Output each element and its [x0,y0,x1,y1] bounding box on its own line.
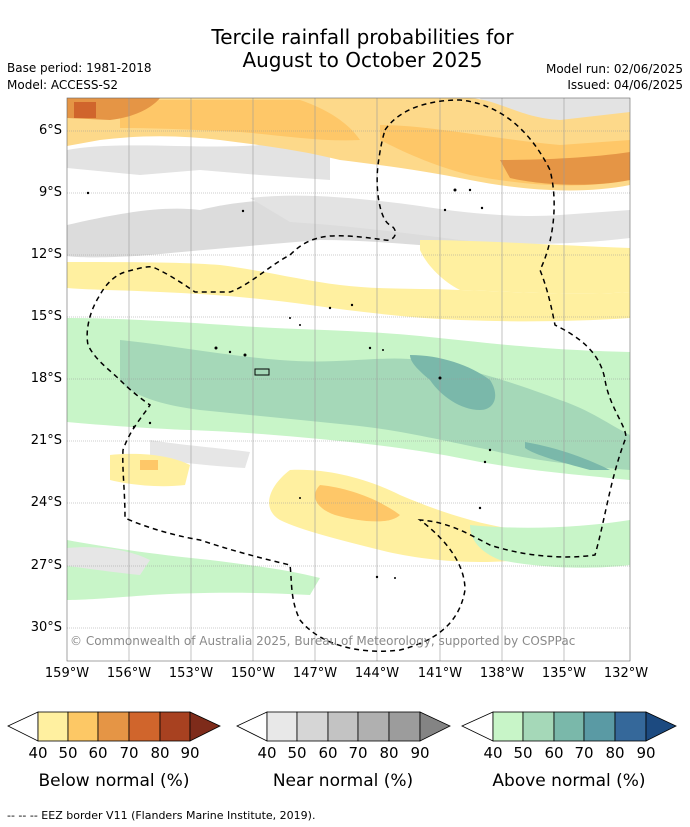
near-tick: 60 [318,744,338,762]
above-swatch [553,711,585,742]
above-tick: 50 [513,744,533,762]
lat-label: 15°S [30,309,62,324]
above-tick: 90 [636,744,656,762]
lat-label: 24°S [30,495,62,510]
near-swatch [388,711,421,742]
below-swatch [67,711,99,742]
lon-label: 135°W [541,666,587,681]
below-normal-region [140,460,158,470]
below-swatch [37,711,69,742]
probability-map [66,97,631,662]
near-swatch [357,711,390,742]
lat-label: 9°S [38,185,62,200]
copyright-notice: © Commonwealth of Australia 2025, Bureau… [70,634,576,648]
lon-label: 156°W [106,666,152,681]
below-tick: 80 [150,744,170,762]
colorbar-strip [7,711,677,742]
lon-label: 150°W [230,666,276,681]
below-tick: 40 [28,744,48,762]
above-swatch [614,711,647,742]
model-text: Model: ACCESS-S2 [7,78,119,92]
near-tick: 50 [287,744,307,762]
above-tick: 40 [483,744,503,762]
colorbar-above [461,711,677,742]
above-swatch [522,711,555,742]
below-swatch [128,711,161,742]
near-tick: 40 [257,744,277,762]
below-normal-region [120,100,360,141]
island-markers [86,188,492,579]
colorbar-near [236,711,451,742]
lat-label: 30°S [30,620,62,635]
lat-label: 6°S [38,123,62,138]
above-normal-region [525,442,610,470]
near-tick: 80 [379,744,399,762]
above-normal-region [120,340,630,470]
above-tick: 80 [605,744,625,762]
map-title-line1: Tercile rainfall probabilities for [211,25,514,49]
above-swatch [645,711,677,742]
below-normal-label: Below normal (%) [38,771,190,791]
near-normal-label: Near normal (%) [272,771,414,791]
lon-label: 153°W [168,666,214,681]
lon-label: 138°W [479,666,525,681]
lon-label: 132°W [603,666,649,681]
lon-label: 141°W [417,666,463,681]
below-swatch [189,711,221,742]
above-normal-label: Above normal (%) [492,771,646,791]
below-tick: 50 [58,744,78,762]
below-swatch [159,711,191,742]
map-frame [66,97,631,662]
eez-border [86,99,627,652]
below-normal-region [74,102,96,118]
below-swatch [97,711,130,742]
lon-label: 147°W [292,666,338,681]
island-outline [254,368,270,376]
below-tick: 70 [119,744,139,762]
base-period-text: Base period: 1981-2018 [7,61,152,75]
below-tick: 90 [180,744,200,762]
above-swatch [492,711,524,742]
model-run-text: Model run: 02/06/2025 [545,62,683,76]
below-normal-region [67,262,630,322]
eez-border-note: -- -- -- EEZ border V11 (Flanders Marine… [7,809,316,822]
above-normal-region [410,355,496,410]
below-normal-region [110,453,190,487]
above-tick: 60 [544,744,564,762]
near-swatch [327,711,359,742]
lat-label: 27°S [30,558,62,573]
above-normal-region [470,520,630,568]
above-swatch [583,711,616,742]
lat-label: 12°S [30,247,62,262]
near-swatch [419,711,451,742]
above-tick: 70 [574,744,594,762]
below-normal-region [500,152,630,185]
colorbar-below [7,711,221,742]
lon-label: 159°W [44,666,90,681]
near-normal-region [67,145,330,180]
near-tick: 90 [410,744,430,762]
lon-label: 144°W [354,666,400,681]
near-tick: 70 [348,744,368,762]
near-swatch [266,711,298,742]
below-tick: 60 [88,744,108,762]
issued-text: Issued: 04/06/2025 [567,78,683,92]
map-title-line2: August to October 2025 [242,48,483,72]
near-swatch [296,711,329,742]
below-normal-region [420,240,630,294]
lat-label: 18°S [30,371,62,386]
lat-label: 21°S [30,433,62,448]
